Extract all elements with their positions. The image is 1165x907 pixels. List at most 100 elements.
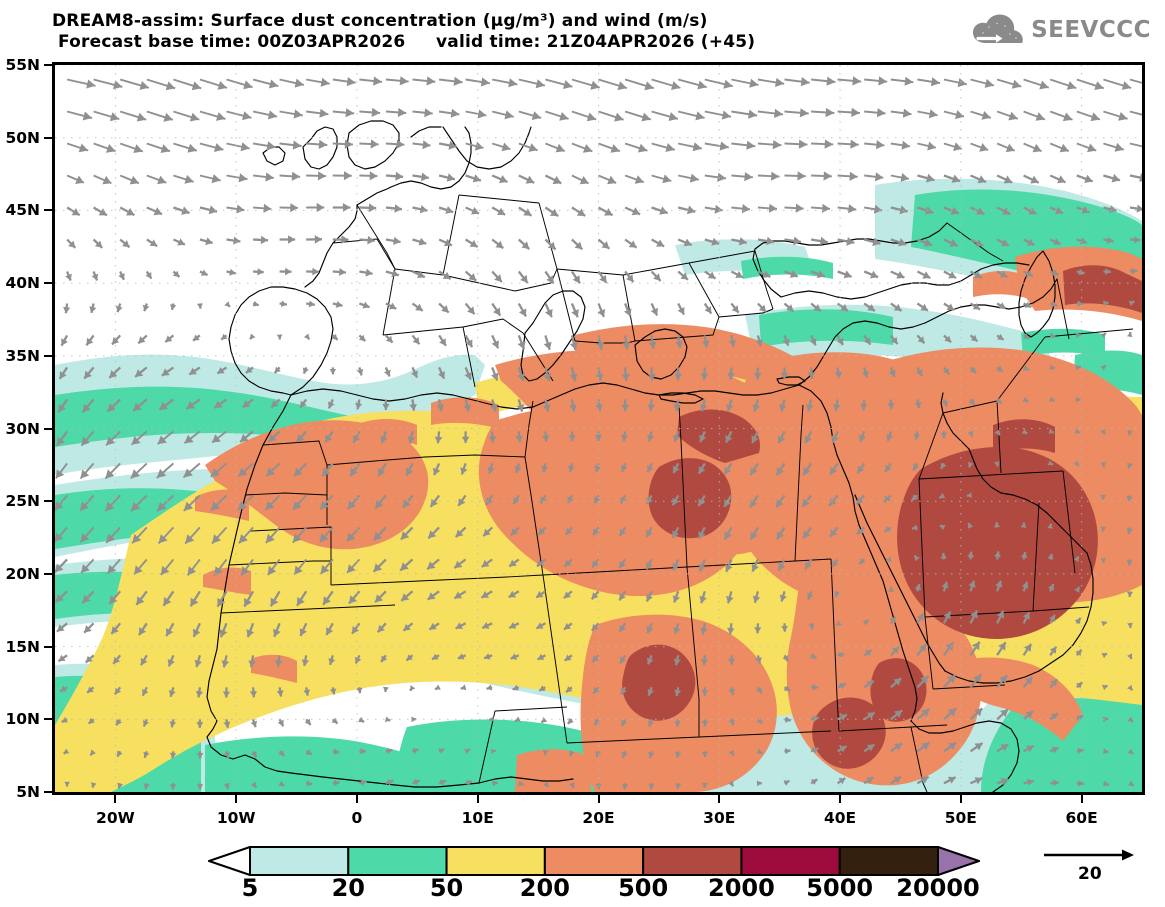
- colorbar-bar[interactable]: [208, 846, 980, 876]
- wind-arrow-head: [1026, 745, 1034, 753]
- wind-arrow-head: [217, 367, 225, 374]
- wind-arrow-head: [731, 305, 739, 313]
- dust-concentration-map[interactable]: [55, 65, 1142, 792]
- wind-arrow-head: [939, 492, 946, 499]
- wind-arrow-head: [61, 716, 68, 723]
- colorbar-band-50[interactable]: [445, 846, 546, 876]
- wind-arrow-head: [928, 109, 938, 119]
- wind-arrow-head: [1000, 744, 1009, 752]
- wind-arrow-head: [728, 719, 735, 726]
- wind-arrow-head: [619, 593, 626, 601]
- wind-arrow-head: [501, 142, 511, 152]
- wind-arrow-head: [569, 342, 578, 350]
- wind-arrow-head: [1057, 175, 1066, 184]
- wind-arrow-head: [1128, 300, 1135, 307]
- wind-arrow-head: [1101, 653, 1108, 659]
- wind-arrow-head: [90, 749, 96, 756]
- colorbar-band-500[interactable]: [642, 846, 743, 876]
- lon-tick-label-10W: 10W: [216, 809, 256, 827]
- wind-arrow-head: [1100, 428, 1106, 435]
- wind-arrow-head: [242, 400, 251, 408]
- lat-tick-label-10N: 10N: [5, 710, 40, 729]
- wind-arrow-head: [647, 404, 655, 412]
- wind-arrow-head: [593, 528, 600, 536]
- wind-arrow-head: [265, 533, 275, 543]
- wind-arrow-head: [746, 140, 756, 150]
- wind-arrow-head: [728, 339, 737, 347]
- wind-arrow-head: [1025, 270, 1033, 277]
- wind-arrow-head: [276, 334, 283, 340]
- wind-arrow-head: [955, 110, 964, 120]
- wind-scale-arrow-icon: [1044, 849, 1134, 861]
- wind-arrow-head: [726, 404, 734, 412]
- lon-tick-mark: [718, 795, 721, 803]
- wind-arrow-head: [1100, 462, 1107, 468]
- wind-arrow-head: [183, 468, 193, 478]
- wind-arrow-head: [113, 656, 121, 664]
- wind-arrow-head: [701, 340, 710, 348]
- wind-arrow-head: [367, 235, 375, 245]
- wind-arrow-head: [107, 564, 117, 574]
- wind-arrow-head: [1075, 364, 1081, 371]
- wind-arrow-head: [84, 370, 92, 379]
- wind-arrow-head: [647, 689, 654, 696]
- wind-arrow-head: [1047, 523, 1053, 529]
- wind-arrow-head: [997, 333, 1004, 340]
- wind-arrow-head: [1050, 679, 1058, 687]
- wind-arrow-head: [812, 684, 819, 691]
- lat-tick-mark: [44, 645, 52, 648]
- wind-arrow-head: [170, 304, 177, 310]
- wind-arrow-head: [275, 660, 283, 667]
- wind-arrow-head: [783, 780, 790, 786]
- wind-arrow-head: [977, 175, 986, 184]
- wind-arrow-head: [810, 653, 817, 659]
- lat-tick-label-55N: 55N: [5, 56, 40, 74]
- wind-arrow-head: [994, 522, 1001, 528]
- wind-arrow-head: [719, 141, 729, 151]
- wind-arrow-head: [970, 334, 978, 342]
- colorbar-band-5000[interactable]: [838, 846, 940, 876]
- wind-arrow-head: [1087, 143, 1097, 153]
- wind-arrow-head: [360, 779, 367, 786]
- colorbar-band-5[interactable]: [249, 846, 350, 876]
- wind-arrow-head: [460, 467, 468, 475]
- colorbar-band-20[interactable]: [347, 846, 448, 876]
- wind-arrow-head: [1134, 236, 1141, 244]
- wind-arrow-head: [567, 717, 574, 724]
- wind-arrow-head: [692, 142, 702, 152]
- wind-arrow-head: [866, 680, 874, 688]
- wind-arrow-head: [439, 338, 446, 346]
- wind-arrow-head: [793, 236, 801, 246]
- wind-arrow-head: [490, 404, 498, 412]
- wind-arrow-head: [78, 143, 89, 153]
- wind-arrow-head: [211, 174, 221, 184]
- colorbar-band-2000[interactable]: [740, 846, 841, 876]
- wind-arrow-head: [400, 531, 410, 540]
- wind-arrow-head: [941, 400, 948, 407]
- wind-arrow-head: [803, 530, 811, 539]
- wind-arrow-head: [391, 269, 399, 278]
- wind-arrow-head: [930, 77, 940, 87]
- wind-arrow-head: [368, 203, 377, 213]
- wind-arrow-head: [314, 235, 322, 244]
- wind-arrow-head: [949, 239, 958, 247]
- wind-arrow-head: [525, 175, 535, 184]
- lon-tick-label-10E: 10E: [461, 809, 494, 827]
- map-plot-frame[interactable]: [52, 62, 1145, 795]
- wind-arrow-head: [914, 401, 922, 409]
- wind-arrow-head: [1000, 777, 1009, 786]
- wind-arrow-head: [834, 590, 841, 597]
- colorbar-band-200[interactable]: [543, 846, 645, 876]
- wind-arrow-head: [947, 776, 956, 784]
- wind-arrow-head: [421, 172, 429, 182]
- wind-arrow-head: [138, 627, 147, 636]
- wind-arrow-head: [594, 496, 601, 504]
- wind-arrow-head: [469, 239, 478, 247]
- wind-arrow-head: [371, 107, 381, 117]
- wind-arrow-head: [698, 563, 706, 572]
- wind-arrow-head: [149, 239, 158, 247]
- wind-arrow-head: [735, 270, 743, 278]
- wind-arrow-head: [648, 783, 655, 790]
- wind-arrow-head: [90, 782, 97, 788]
- wind-arrow-head: [288, 235, 296, 244]
